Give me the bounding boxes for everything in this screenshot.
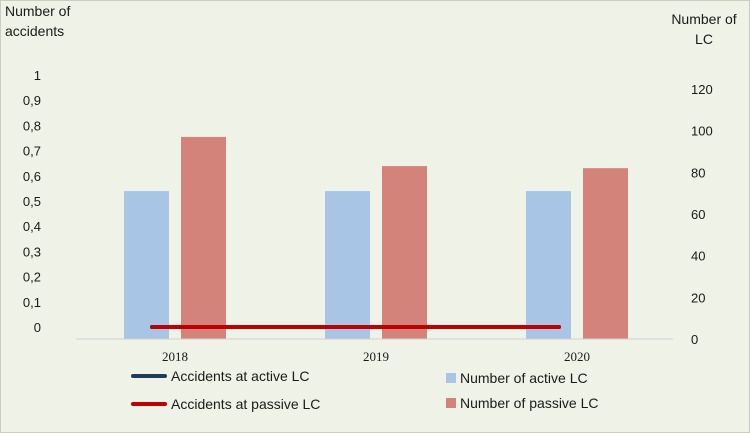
left-tick-label: 0,2 bbox=[23, 270, 41, 285]
right-axis-ticks: 0 20 40 60 80 100 120 bbox=[691, 82, 713, 347]
bar-active-lc bbox=[526, 191, 571, 339]
left-tick-label: 0,4 bbox=[23, 219, 41, 234]
left-tick-label: 0 bbox=[34, 320, 41, 335]
bar-active-lc bbox=[325, 191, 370, 339]
category-labels: 2018 2019 2020 bbox=[162, 349, 590, 364]
legend-passive-lc: Number of passive LC bbox=[446, 395, 599, 411]
right-tick-label: 100 bbox=[691, 124, 713, 139]
legend-label: Number of passive LC bbox=[460, 395, 599, 411]
legend-label: Accidents at active LC bbox=[171, 368, 310, 384]
legend-box-swatch-active bbox=[446, 373, 456, 383]
legend-active-lc: Number of active LC bbox=[446, 370, 588, 386]
legend-label: Accidents at passive LC bbox=[171, 396, 321, 412]
category-label: 2018 bbox=[162, 349, 188, 364]
bar-passive-lc bbox=[583, 168, 628, 339]
legend-label: Number of active LC bbox=[460, 370, 588, 386]
legend-accidents-passive: Accidents at passive LC bbox=[131, 396, 320, 412]
right-tick-label: 0 bbox=[691, 332, 698, 347]
left-tick-label: 0,9 bbox=[23, 93, 41, 108]
bar-active-lc bbox=[124, 191, 169, 339]
right-tick-label: 40 bbox=[691, 249, 705, 264]
left-tick-label: 0,5 bbox=[23, 194, 41, 209]
right-tick-label: 20 bbox=[691, 290, 705, 305]
left-tick-label: 0,7 bbox=[23, 144, 41, 159]
left-tick-label: 0,8 bbox=[23, 118, 41, 133]
bars bbox=[124, 136, 628, 339]
left-tick-label: 1 bbox=[34, 68, 41, 83]
category-label: 2020 bbox=[564, 349, 590, 364]
legend-box-swatch-passive bbox=[446, 398, 456, 408]
left-tick-label: 0,6 bbox=[23, 169, 41, 184]
left-tick-label: 0,1 bbox=[23, 295, 41, 310]
bar-passive-lc bbox=[382, 166, 427, 339]
right-tick-label: 120 bbox=[691, 82, 713, 97]
right-axis-title: Number of LC bbox=[671, 11, 737, 47]
category-label: 2019 bbox=[363, 349, 389, 364]
bar-passive-lc bbox=[181, 136, 226, 339]
legend-line-swatch-passive bbox=[131, 402, 167, 406]
left-tick-label: 0,3 bbox=[23, 244, 41, 259]
left-axis-title: Number of accidents bbox=[5, 3, 71, 39]
legend-line-swatch-active bbox=[131, 374, 167, 378]
left-axis-ticks: 0 0,1 0,2 0,3 0,4 0,5 0,6 0,7 0,8 0,9 1 bbox=[23, 68, 41, 335]
right-tick-label: 80 bbox=[691, 165, 705, 180]
legend-accidents-active: Accidents at active LC bbox=[131, 368, 310, 384]
right-tick-label: 60 bbox=[691, 207, 705, 222]
